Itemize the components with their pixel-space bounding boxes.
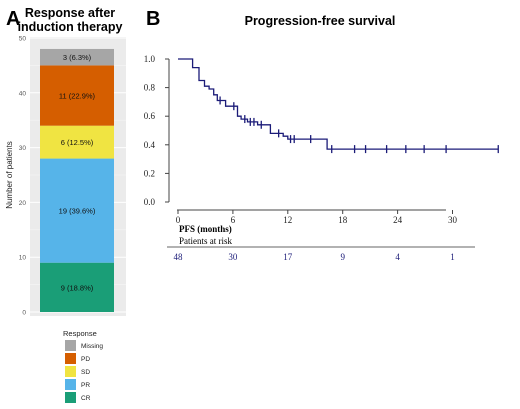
- panel-a: A Response after induction therapy 0 10 20…: [5, 6, 126, 403]
- legend-label-cr: CR: [81, 395, 91, 402]
- panel-b-x-ticks: 0 6 12 18 24 30: [176, 210, 458, 225]
- x-tick-label: 24: [393, 215, 403, 225]
- y-tick-label: 0: [22, 310, 26, 317]
- pfs-survival-curve: [178, 58, 499, 150]
- y-tick-label: 0.6: [144, 111, 156, 121]
- x-tick-label: 6: [231, 215, 236, 225]
- bar-cr: [40, 262, 114, 312]
- panel-a-legend: Response Missing PD SD PR CR: [63, 329, 103, 403]
- bar-label-cr: 9 (18.8%): [61, 283, 94, 292]
- legend-swatch-missing: [65, 340, 76, 351]
- panel-a-title-line-2: induction therapy: [18, 20, 123, 34]
- panel-a-letter: A: [6, 8, 20, 30]
- legend-label-pd: PD: [81, 356, 90, 363]
- legend-swatch-pd: [65, 353, 76, 364]
- y-tick-label: 30: [19, 145, 27, 152]
- y-tick-label: 0.4: [144, 140, 156, 150]
- bar-label-pr: 19 (39.6%): [59, 207, 96, 216]
- panel-b-x-axis-label: PFS (months): [179, 224, 232, 234]
- legend-title: Response: [63, 329, 97, 338]
- panel-a-y-ticks: 0 10 20 30 40 50: [19, 36, 27, 317]
- at-risk-count: 1: [450, 252, 455, 262]
- bar-pr: [40, 158, 114, 263]
- at-risk-label: Patients at risk: [179, 236, 232, 246]
- at-risk-count: 4: [395, 252, 400, 262]
- y-tick-label: 10: [19, 255, 27, 262]
- at-risk-count: 30: [228, 252, 238, 262]
- at-risk-count: 17: [283, 252, 293, 262]
- panel-a-title-line-1: Response after: [25, 6, 115, 20]
- y-tick-label: 1.0: [144, 54, 156, 64]
- y-tick-label: 50: [19, 36, 27, 43]
- bar-missing: [40, 48, 114, 66]
- legend-swatch-sd: [65, 366, 76, 377]
- legend-swatch-cr: [65, 392, 76, 403]
- panel-b-title: Progression-free survival: [245, 14, 396, 28]
- x-tick-label: 30: [448, 215, 458, 225]
- x-tick-label: 0: [176, 215, 181, 225]
- y-tick-label: 40: [19, 90, 27, 97]
- y-tick-label: 20: [19, 200, 27, 207]
- legend-label-pr: PR: [81, 382, 90, 389]
- y-tick-label: 0.8: [144, 83, 156, 93]
- bar-label-pd: 11 (22.9%): [59, 92, 96, 101]
- legend-entries: Missing PD SD PR CR: [65, 340, 103, 403]
- x-tick-label: 12: [283, 215, 292, 225]
- y-tick-label: 0.0: [144, 197, 156, 207]
- at-risk-count: 48: [174, 252, 184, 262]
- y-tick-label: 0.2: [144, 168, 155, 178]
- panel-b-y-ticks: 0.0 0.2 0.4 0.6 0.8 1.0: [144, 54, 169, 207]
- panel-a-bar-labels: 9 (18.8%) 19 (39.6%) 6 (12.5%) 11 (22.9%) 3 …: [59, 53, 96, 292]
- panel-b-letter: B: [146, 8, 160, 30]
- bar-pd: [40, 65, 114, 126]
- panel-a-y-axis-label: Number of patients: [5, 141, 14, 209]
- legend-label-missing: Missing: [81, 343, 103, 350]
- at-risk-count: 9: [340, 252, 345, 262]
- x-tick-label: 18: [338, 215, 348, 225]
- at-risk-counts: 48 30 17 9 4 1: [174, 252, 455, 262]
- panel-b: B Progression-free survival 0.0 0.2 0.4 0.6…: [144, 8, 499, 262]
- bar-sd: [40, 125, 114, 159]
- bar-label-sd: 6 (12.5%): [61, 138, 94, 147]
- legend-label-sd: SD: [81, 369, 90, 376]
- panel-a-bars: [40, 48, 114, 312]
- legend-swatch-pr: [65, 379, 76, 390]
- pfs-censor-marks: [219, 96, 499, 154]
- bar-label-missing: 3 (6.3%): [63, 53, 92, 62]
